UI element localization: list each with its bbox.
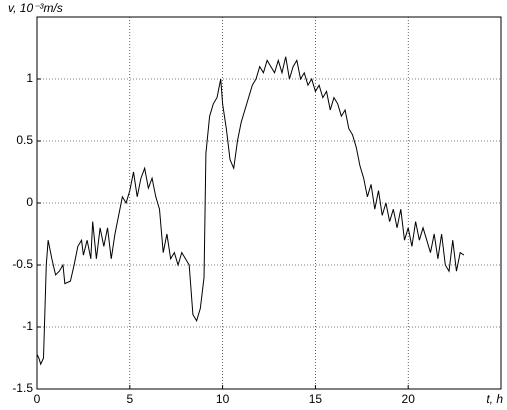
y-tick-label: 0.5 — [16, 133, 33, 147]
y-tick-label: 1 — [26, 71, 33, 85]
x-axis-label: t, h — [486, 392, 503, 406]
y-axis-label: v, 10⁻³m/s — [8, 1, 63, 15]
y-tick-label: -1.5 — [12, 381, 33, 395]
x-tick-label: 15 — [309, 392, 323, 406]
x-tick-label: 20 — [402, 392, 416, 406]
y-tick-label: -0.5 — [12, 257, 33, 271]
x-tick-label: 0 — [34, 392, 41, 406]
x-tick-label: 10 — [216, 392, 230, 406]
plot-frame — [36, 16, 502, 390]
data-line — [36, 56, 465, 366]
y-tick-label: 0 — [26, 195, 33, 209]
y-tick-label: -1 — [22, 319, 33, 333]
x-tick-label: 5 — [126, 392, 133, 406]
